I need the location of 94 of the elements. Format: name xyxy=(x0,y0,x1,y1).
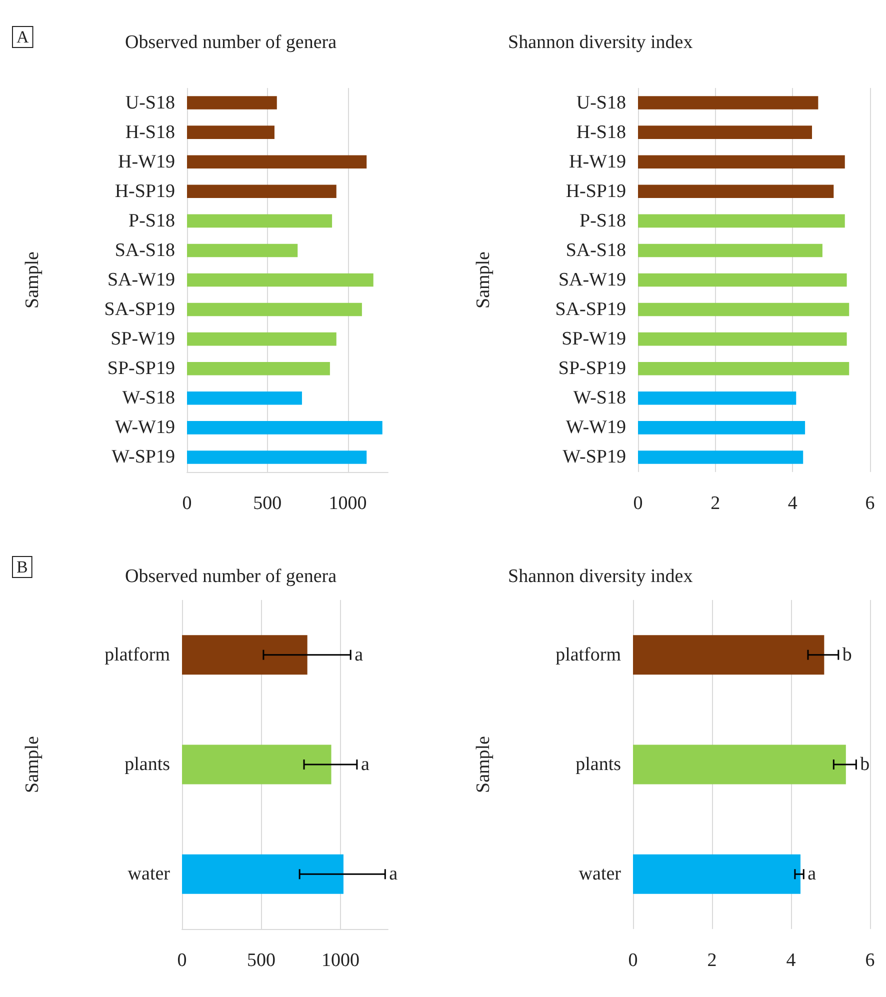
y-tick-label: H-S18 xyxy=(576,122,626,143)
y-tick-label: W-SP19 xyxy=(112,446,175,468)
annotation: a xyxy=(808,864,817,885)
y-tick-label: U-S18 xyxy=(125,92,175,114)
bar xyxy=(638,302,850,316)
bar xyxy=(187,184,336,198)
annotation: a xyxy=(354,644,364,666)
x-tick-label: 4 xyxy=(786,950,796,971)
y-axis-title: Sample xyxy=(473,736,494,793)
y-tick-label: SP-W19 xyxy=(562,328,626,350)
bar xyxy=(187,421,382,434)
y-tick-label: water xyxy=(578,864,622,885)
y-tick-label: platform xyxy=(556,644,622,666)
y-tick-label: SA-SP19 xyxy=(104,299,175,320)
y-axis-title: Sample xyxy=(473,252,494,308)
chart-title: Shannon diversity index xyxy=(508,32,694,53)
bar xyxy=(638,126,812,139)
y-tick-label: SA-W19 xyxy=(558,270,626,290)
y-tick-label: H-S18 xyxy=(125,122,175,143)
x-tick-label: 1000 xyxy=(321,950,360,971)
y-tick-label: SP-SP19 xyxy=(107,358,175,380)
bar xyxy=(187,362,330,376)
y-tick-label: H-SP19 xyxy=(114,180,175,202)
x-tick-label: 500 xyxy=(246,950,276,971)
y-tick-label: W-W19 xyxy=(566,417,626,438)
bar xyxy=(638,392,796,405)
x-tick-label: 1000 xyxy=(328,493,367,514)
bar xyxy=(187,392,302,405)
chart-title: Observed number of genera xyxy=(125,32,338,53)
bar xyxy=(633,854,800,894)
y-tick-label: plants xyxy=(576,754,621,775)
y-tick-label: P-S18 xyxy=(580,210,626,232)
x-tick-label: 0 xyxy=(633,493,643,514)
chart-title: Shannon diversity index xyxy=(508,566,694,587)
bar xyxy=(638,421,806,434)
chart-title: Observed number of genera xyxy=(125,566,338,587)
bar xyxy=(187,302,362,316)
y-tick-label: platform xyxy=(104,644,170,666)
x-tick-label: 2 xyxy=(710,493,720,514)
bar xyxy=(638,332,847,346)
x-tick-label: 4 xyxy=(788,493,798,514)
y-tick-label: H-SP19 xyxy=(566,180,626,202)
x-tick-label: 0 xyxy=(628,950,638,971)
x-tick-label: 2 xyxy=(707,950,717,971)
bar xyxy=(187,450,367,464)
y-axis-title: Sample xyxy=(22,736,43,793)
bar xyxy=(633,635,824,675)
y-tick-label: U-S18 xyxy=(576,92,626,114)
bar xyxy=(187,155,367,168)
bar xyxy=(638,362,850,376)
y-tick-label: P-S18 xyxy=(128,210,175,232)
y-axis-title: Sample xyxy=(22,252,43,308)
y-tick-label: SA-SP19 xyxy=(555,299,626,320)
bar xyxy=(187,96,277,110)
x-tick-label: 0 xyxy=(182,493,192,514)
y-tick-label: SA-S18 xyxy=(114,240,175,261)
y-tick-label: water xyxy=(128,864,171,885)
bar xyxy=(638,450,804,464)
bar xyxy=(638,96,818,110)
bar xyxy=(638,184,834,198)
y-tick-label: W-S18 xyxy=(573,388,626,409)
bar xyxy=(633,744,846,784)
bar xyxy=(638,155,845,168)
bar xyxy=(187,273,374,287)
bar xyxy=(182,635,308,675)
y-tick-label: H-W19 xyxy=(118,151,175,172)
bar xyxy=(182,854,344,894)
y-tick-label: SP-SP19 xyxy=(558,358,626,380)
y-tick-label: W-S18 xyxy=(122,388,175,409)
x-tick-label: 0 xyxy=(177,950,187,971)
bar xyxy=(638,273,847,287)
text: A xyxy=(16,28,30,46)
annotation: a xyxy=(389,864,398,885)
y-tick-label: W-SP19 xyxy=(562,446,626,468)
x-tick-label: 500 xyxy=(253,493,282,514)
bar xyxy=(638,244,822,258)
y-tick-label: H-W19 xyxy=(569,151,626,172)
annotation: b xyxy=(860,754,870,775)
y-tick-label: SA-S18 xyxy=(566,240,626,261)
x-tick-label: 6 xyxy=(865,950,875,971)
annotation: b xyxy=(842,644,852,666)
x-tick-label: 6 xyxy=(865,493,875,514)
y-tick-label: SA-W19 xyxy=(107,270,175,290)
bar xyxy=(187,126,274,139)
bar xyxy=(638,214,845,228)
text: B xyxy=(16,558,28,576)
bar xyxy=(187,214,332,228)
bar xyxy=(187,332,336,346)
bar xyxy=(182,744,332,784)
y-tick-label: SP-W19 xyxy=(110,328,175,350)
y-tick-label: W-W19 xyxy=(114,417,175,438)
bar xyxy=(187,244,298,258)
y-tick-label: plants xyxy=(124,754,170,775)
annotation: a xyxy=(360,754,370,775)
